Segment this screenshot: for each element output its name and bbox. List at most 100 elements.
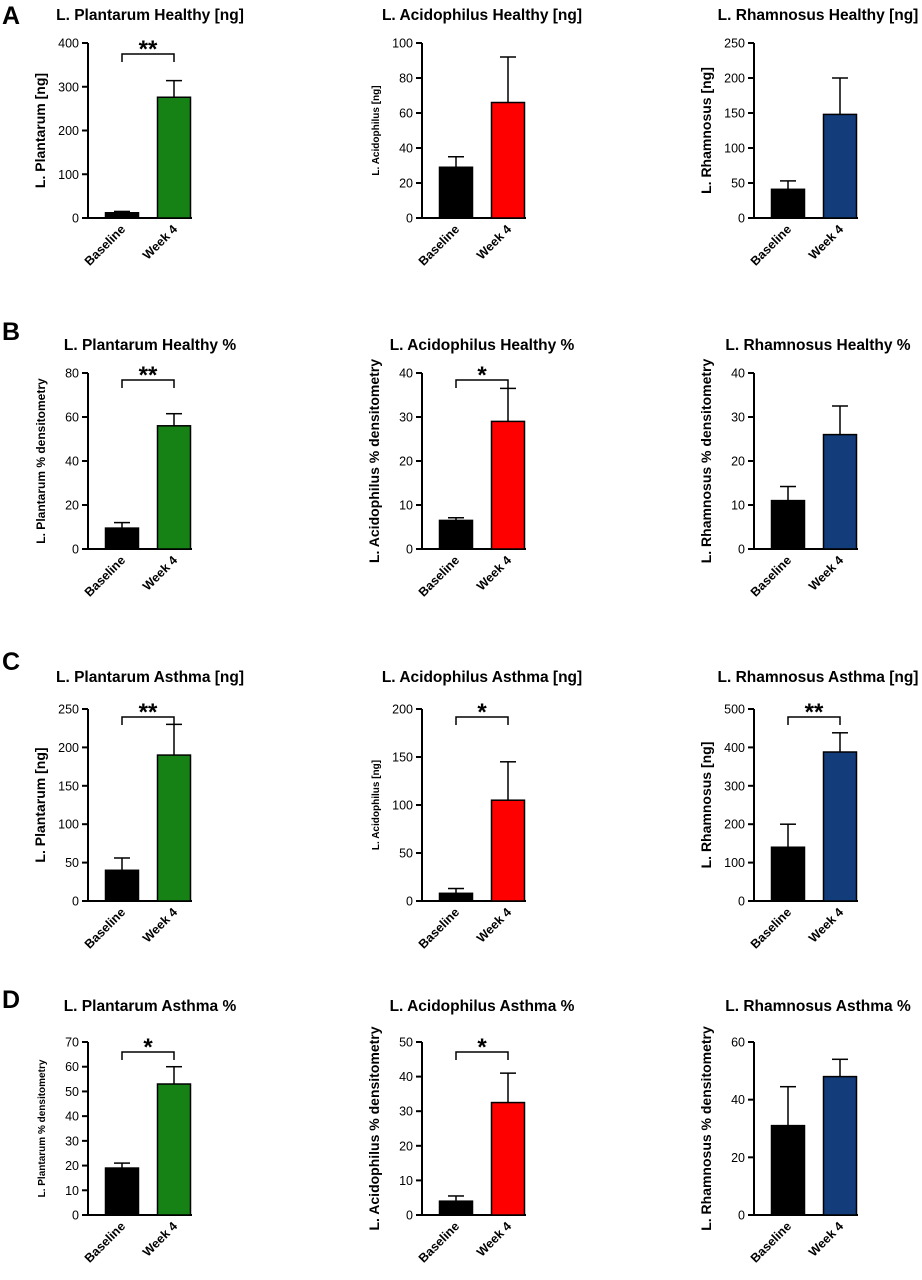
y-axis-label: L. Plantarum [ng]: [32, 747, 48, 862]
y-tick-label: 0: [72, 543, 79, 557]
significance-bracket: [455, 1051, 509, 1060]
y-tick-label: 200: [724, 818, 745, 832]
chart-7: L. Plantarum Asthma [ng] L. Plantarum [ng…: [32, 669, 244, 951]
y-tick-label: 40: [399, 1070, 413, 1084]
y-tick-label: 40: [65, 455, 79, 469]
bar-baseline: [770, 846, 806, 902]
significance-marker: *: [477, 362, 487, 389]
y-tick-label: 20: [399, 1139, 413, 1153]
bar-week4: [822, 751, 858, 902]
category-label: Week 4: [474, 1219, 514, 1259]
category-label: Week 4: [140, 553, 180, 593]
y-tick-label: 200: [392, 703, 413, 717]
y-tick-label: 40: [731, 367, 745, 381]
y-tick-label: 60: [65, 411, 79, 425]
y-tick-label: 20: [731, 1151, 745, 1165]
category-label: Baseline: [416, 222, 462, 268]
bar-week4: [156, 754, 192, 902]
y-tick-label: 40: [65, 1110, 79, 1124]
bar-week4: [822, 1075, 858, 1216]
y-tick-label: 100: [392, 37, 413, 51]
category-label: Week 4: [806, 1219, 846, 1259]
chart-title: L. Plantarum Asthma %: [64, 998, 237, 1015]
y-tick-label: 300: [58, 80, 79, 94]
y-tick-label: 300: [724, 779, 745, 793]
y-tick-label: 10: [399, 499, 413, 513]
y-axis-label: L. Plantarum [ng]: [32, 73, 48, 188]
y-tick-label: 200: [58, 124, 79, 138]
chart-11: L. Acidophilus Asthma % L. Acidophilus % …: [366, 998, 575, 1265]
y-tick-label: 250: [724, 37, 745, 51]
y-axis-label: L. Acidophilus % densitometry: [366, 359, 382, 563]
chart-2: L. Acidophilus Healthy [ng] L. Acidophilu…: [371, 7, 582, 268]
bar-week4: [490, 1101, 526, 1216]
bar-baseline: [104, 1167, 140, 1216]
significance-bracket: [121, 379, 175, 388]
chart-6: L. Rhamnosus Healthy % L. Rhamnosus % den…: [698, 337, 911, 599]
y-tick-label: 70: [65, 1036, 79, 1050]
bar-week4: [156, 96, 192, 219]
y-axis-label: L. Acidophilus % densitometry: [366, 1026, 382, 1230]
significance-marker: *: [143, 1034, 153, 1061]
bar-week4: [822, 433, 858, 550]
y-tick-label: 50: [399, 847, 413, 861]
y-tick-label: 0: [72, 895, 79, 909]
y-tick-label: 0: [738, 543, 745, 557]
bar-week4: [490, 101, 526, 219]
significance-marker: **: [139, 362, 158, 389]
y-axis-label: L. Rhamnosus % densitometry: [698, 1026, 714, 1231]
bar-baseline: [438, 519, 474, 550]
category-label: Baseline: [748, 222, 794, 268]
significance-marker: **: [139, 36, 158, 63]
bar-baseline: [438, 1200, 474, 1216]
y-tick-label: 0: [72, 212, 79, 226]
y-tick-label: 20: [65, 1159, 79, 1173]
y-axis-label: L. Acidophilus [ng]: [371, 760, 382, 850]
y-tick-label: 10: [65, 1184, 79, 1198]
y-axis-label: L. Plantarum % densitometry: [34, 378, 48, 544]
category-label: Week 4: [806, 222, 846, 262]
category-label: Week 4: [806, 905, 846, 945]
category-label: Baseline: [748, 1219, 794, 1265]
bar-baseline: [438, 166, 474, 219]
y-tick-label: 0: [406, 895, 413, 909]
significance-marker: **: [139, 699, 158, 726]
y-tick-label: 80: [65, 367, 79, 381]
category-label: Baseline: [82, 905, 128, 951]
y-tick-label: 0: [738, 212, 745, 226]
significance-bracket: [121, 716, 175, 725]
category-label: Baseline: [416, 553, 462, 599]
y-tick-label: 150: [58, 779, 79, 793]
panel-letter-b: B: [2, 318, 20, 346]
y-tick-label: 20: [65, 499, 79, 513]
y-tick-label: 60: [731, 1036, 745, 1050]
y-tick-label: 30: [65, 1134, 79, 1148]
category-label: Week 4: [474, 553, 514, 593]
y-tick-label: 100: [724, 142, 745, 156]
y-tick-label: 400: [58, 37, 79, 51]
bar-baseline: [104, 212, 140, 219]
y-tick-label: 20: [399, 177, 413, 191]
y-tick-label: 50: [731, 177, 745, 191]
y-tick-label: 50: [65, 856, 79, 870]
category-label: Week 4: [140, 1219, 180, 1259]
y-tick-label: 0: [72, 1209, 79, 1223]
y-tick-label: 400: [724, 741, 745, 755]
significance-marker: *: [477, 1034, 487, 1061]
y-tick-label: 30: [399, 1105, 413, 1119]
chart-title: L. Rhamnosus Asthma %: [725, 998, 911, 1015]
y-tick-label: 40: [731, 1093, 745, 1107]
y-tick-label: 60: [399, 107, 413, 121]
y-tick-label: 0: [406, 543, 413, 557]
significance-bracket: [455, 379, 509, 388]
y-axis-label: L. Rhamnosus [ng]: [698, 67, 714, 194]
panel-letter-c: C: [2, 648, 20, 676]
y-tick-label: 100: [724, 856, 745, 870]
y-tick-label: 80: [399, 72, 413, 86]
y-tick-label: 20: [731, 455, 745, 469]
category-label: Week 4: [140, 905, 180, 945]
chart-1: L. Plantarum Healthy [ng] L. Plantarum [n…: [32, 7, 244, 268]
chart-title: L. Plantarum Healthy %: [64, 337, 236, 354]
bar-week4: [156, 425, 192, 550]
